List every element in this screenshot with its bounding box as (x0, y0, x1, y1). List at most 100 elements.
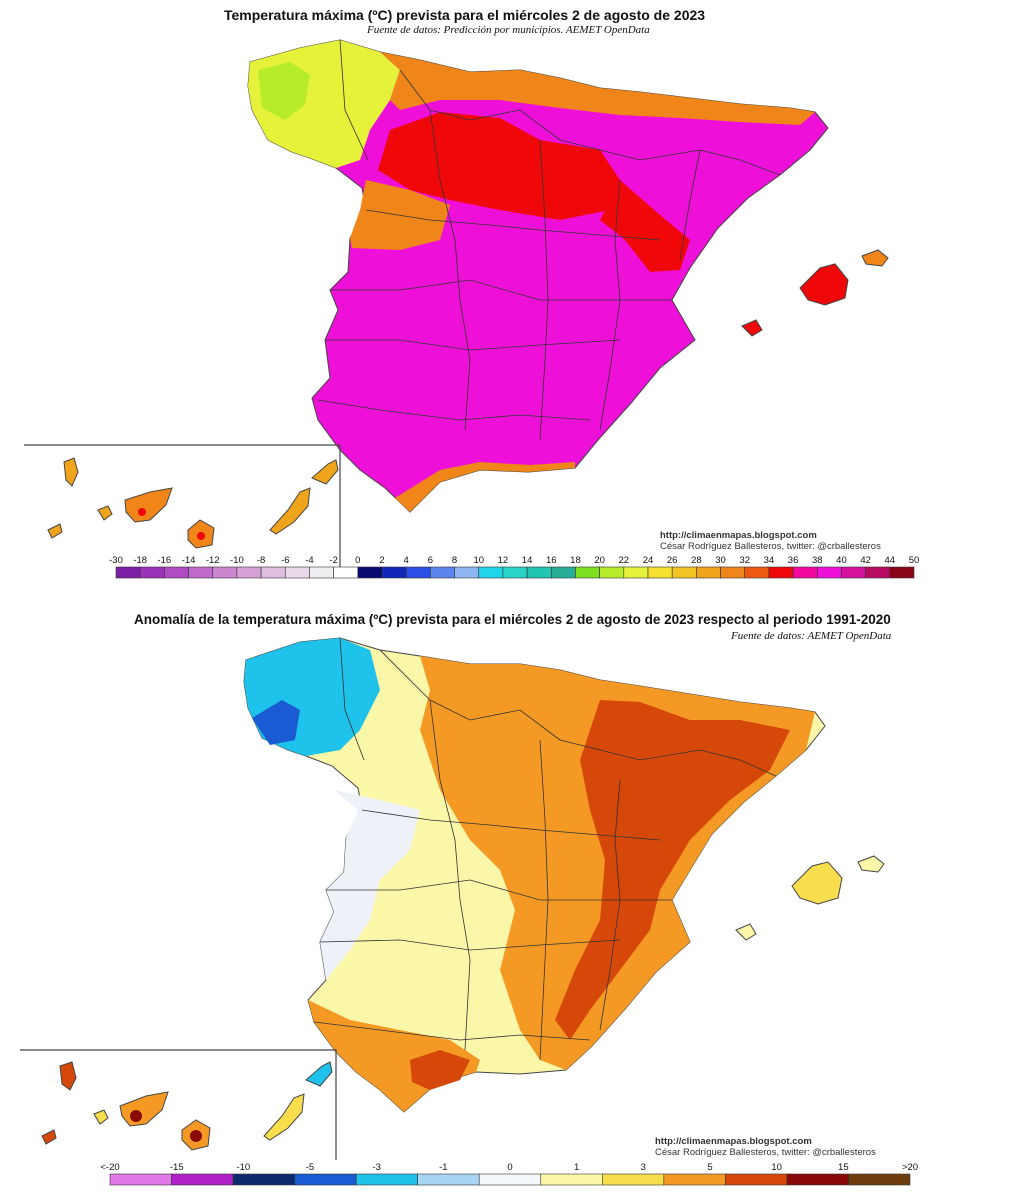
anomaly-legend-swatch (109, 1173, 172, 1186)
temperature-legend-tick-label: 10 (473, 555, 484, 566)
anomaly-legend-swatch (294, 1173, 357, 1186)
canary-inset-frame (24, 444, 341, 568)
temperature-legend-tick-label: 38 (812, 555, 823, 566)
temperature-legend-tick-label: 20 (594, 555, 605, 566)
temperature-legend-tick-label: -30 (109, 555, 123, 566)
temperature-legend-swatch (526, 566, 552, 579)
temperature-legend-tick-label: 6 (428, 555, 433, 566)
castilla-red-region (378, 112, 620, 220)
ebro-strong-anomaly (555, 700, 790, 1040)
anomaly-map: <-20 -15 -10 -5 -3 -1 0 1 3 5 10 15 >20 (20, 637, 918, 1186)
temperature-legend-tick-label: 36 (788, 555, 799, 566)
temperature-legend-tick-label: -6 (281, 555, 289, 566)
temperature-legend-tick-label: 32 (739, 555, 750, 566)
temperature-legend-swatch (623, 566, 649, 579)
temperature-legend-tick-label: 14 (522, 555, 533, 566)
temperature-legend-swatch (212, 566, 238, 579)
anomaly-legend-tick-label: 15 (838, 1162, 849, 1173)
anomaly-legend-tick-label: <-20 (100, 1162, 119, 1173)
anomaly-province-borders (313, 637, 777, 1061)
western-neutral-region (320, 790, 420, 980)
anomaly-credit-author: César Rodríguez Ballesteros, twitter: @c… (655, 1147, 876, 1158)
anomaly-legend-swatch (417, 1173, 480, 1186)
temperature-legend-swatch (357, 566, 383, 579)
anomaly-ibiza-island (735, 923, 757, 941)
temperature-legend-tick-label: 22 (619, 555, 630, 566)
temperature-legend-swatch (139, 566, 165, 579)
temperature-legend-swatch (816, 566, 842, 579)
temperature-legend-tick-label: 4 (404, 555, 409, 566)
temperature-legend-swatch (405, 566, 431, 579)
temperature-legend-swatch (164, 566, 189, 579)
temperature-legend-swatch (841, 566, 866, 579)
temperature-legend-tick-label: 40 (836, 555, 847, 566)
anomaly-legend-swatch (355, 1173, 418, 1186)
credit-author: César Rodríguez Ballesteros, twitter: @c… (660, 541, 881, 552)
temperature-legend-tick-label: -10 (230, 555, 244, 566)
anomaly-canary-islands (41, 1061, 333, 1151)
temperature-legend-swatch (309, 566, 334, 579)
anomaly-legend-tick-label: -1 (439, 1162, 447, 1173)
temperature-legend-swatch (188, 566, 214, 579)
cantabrian-orange-band (380, 52, 815, 125)
mallorca-island (799, 263, 849, 306)
galicia-lime-patch (258, 62, 310, 120)
temperature-legend-swatch (792, 566, 818, 579)
anomaly-menorca-island (857, 855, 885, 873)
max-temperature-credit: http://climaenmapas.blogspot.com César R… (660, 530, 881, 552)
anomaly-legend-swatch (540, 1173, 603, 1186)
temperature-legend-tick-label: 30 (715, 555, 726, 566)
anomaly-legend-swatch (786, 1173, 849, 1186)
anomaly-source: Fuente de datos: AEMET OpenData (731, 630, 892, 642)
temperature-legend-swatch (454, 566, 480, 579)
anomaly-legend-swatch (602, 1173, 665, 1186)
galicia-deep-cool-patch (252, 700, 300, 745)
temperature-legend-swatch (502, 566, 528, 579)
south-coast-warm (395, 462, 575, 512)
temperature-legend-swatch (115, 566, 141, 579)
temperature-legend-swatch (599, 566, 625, 579)
temperature-legend-tick-label: 42 (860, 555, 871, 566)
temperature-legend-swatch (865, 566, 891, 579)
temperature-legend-swatch (550, 566, 576, 579)
anomaly-legend-swatch (663, 1173, 726, 1186)
south-west-warm-region (308, 1000, 480, 1112)
province-borders (317, 39, 781, 441)
temperature-legend-swatch (720, 566, 746, 579)
anomaly-mallorca-island (791, 861, 843, 905)
anomaly-legend-tick-label: 5 (707, 1162, 712, 1173)
anomaly-legend: <-20 -15 -10 -5 -3 -1 0 1 3 5 10 15 >20 (100, 1162, 918, 1186)
temperature-legend-tick-label: 28 (691, 555, 702, 566)
guadalquivir-strong-anomaly (410, 1050, 470, 1090)
anomaly-legend-tick-label: 1 (574, 1162, 579, 1173)
anomaly-credit: http://climaenmapas.blogspot.com César R… (655, 1136, 876, 1158)
anomaly-legend-tick-label: >20 (902, 1162, 918, 1173)
temperature-legend-swatch (430, 566, 455, 579)
max-temperature-map: -30 -18 -16 -14 -12 -10 -8 -6 -4 -2 0 2 4 6 8 10 12 14 16 1… (24, 39, 919, 579)
temperature-legend-swatch (333, 566, 359, 579)
temperature-legend-tick-label: 2 (379, 555, 384, 566)
anomaly-legend-swatch (848, 1173, 911, 1186)
anomaly-legend-swatch (478, 1173, 542, 1186)
anomaly-legend-tick-label: 0 (507, 1162, 512, 1173)
temperature-legend-swatch (647, 566, 673, 579)
temperature-legend-tick-label: 44 (885, 555, 896, 566)
anomaly-title: Anomalía de la temperatura máxima (ºC) p… (134, 612, 891, 627)
anomaly-credit-url: http://climaenmapas.blogspot.com (655, 1136, 812, 1147)
temperature-legend-swatch (671, 566, 697, 579)
anomaly-legend-tick-label: -3 (372, 1162, 380, 1173)
temperature-legend-tick-label: -4 (305, 555, 313, 566)
temperature-legend-tick-label: -14 (182, 555, 196, 566)
temperature-legend-swatch (575, 566, 600, 579)
anomaly-legend-swatch (725, 1173, 788, 1186)
credit-url: http://climaenmapas.blogspot.com (660, 530, 817, 541)
temperature-legend-swatch (260, 566, 286, 579)
anomaly-legend-tick-label: -10 (236, 1162, 250, 1173)
temperature-legend-tick-label: -16 (157, 555, 171, 566)
temperature-legend-tick-label: -18 (133, 555, 147, 566)
max-temperature-title: Temperatura máxima (ºC) prevista para el… (224, 7, 706, 23)
ebro-red-region (600, 180, 690, 272)
canary-islands (47, 457, 339, 549)
anomaly-legend-swatch (232, 1173, 295, 1186)
temperature-legend-tick-label: -8 (257, 555, 265, 566)
